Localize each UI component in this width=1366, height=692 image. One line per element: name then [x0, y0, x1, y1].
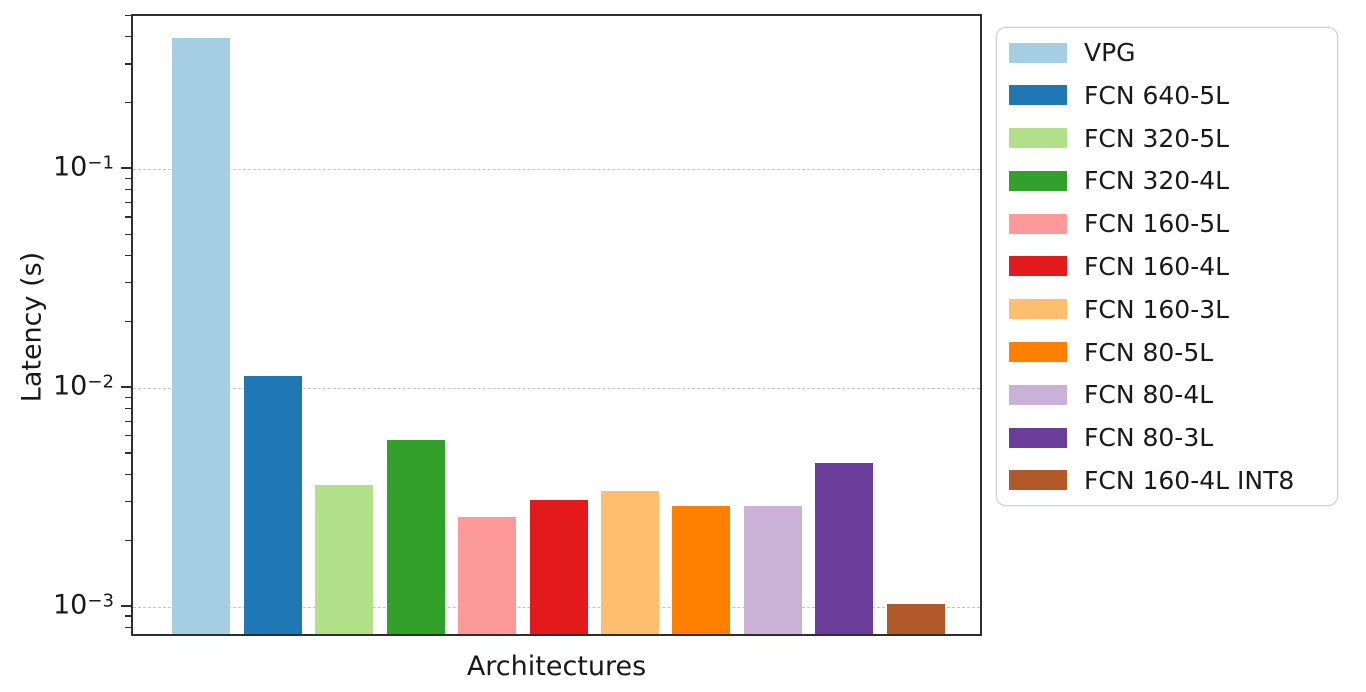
y-minor-tick: [125, 201, 131, 203]
y-major-tick: [121, 386, 131, 389]
bar-fcn-80-3l: [815, 463, 874, 634]
y-major-tick: [121, 167, 131, 170]
legend-row: VPG: [1009, 40, 1321, 65]
legend-row: FCN 320-4L: [1009, 168, 1321, 193]
y-minor-tick: [125, 473, 131, 475]
bar-vpg: [172, 38, 231, 634]
legend-swatch-icon: [1009, 170, 1067, 191]
legend-label: FCN 160-4L INT8: [1084, 465, 1295, 495]
y-tick-label: 10−2: [52, 370, 114, 402]
y-minor-tick: [125, 615, 131, 617]
legend-row: FCN 640-5L: [1009, 83, 1321, 108]
legend-label: FCN 320-5L: [1084, 123, 1230, 153]
legend-label: FCN 160-3L: [1084, 294, 1230, 324]
legend-label: FCN 160-5L: [1084, 209, 1230, 239]
bar-fcn-320-4l: [386, 440, 445, 634]
y-major-tick: [121, 605, 131, 608]
y-minor-tick: [125, 626, 131, 628]
legend-row: FCN 80-5L: [1009, 340, 1321, 365]
legend-row: FCN 160-4L: [1009, 254, 1321, 279]
y-axis-label: Latency (s): [16, 251, 48, 403]
gridline-1e-1: [133, 169, 980, 171]
bar-fcn-320-5l: [315, 485, 374, 634]
legend-row: FCN 80-4L: [1009, 382, 1321, 407]
bar-fcn-640-5l: [243, 376, 302, 634]
legend-row: FCN 80-3L: [1009, 425, 1321, 450]
legend-label: VPG: [1084, 38, 1136, 67]
legend-swatch-icon: [1009, 470, 1067, 491]
y-minor-tick: [125, 435, 131, 437]
legend-label: FCN 80-5L: [1084, 337, 1214, 367]
legend-swatch-icon: [1009, 213, 1067, 234]
bar-fcn-80-5l: [672, 506, 731, 634]
legend-row: FCN 160-4L INT8: [1009, 468, 1321, 493]
legend-row: FCN 160-5L: [1009, 211, 1321, 236]
y-minor-tick: [125, 282, 131, 284]
y-minor-tick: [125, 14, 131, 17]
y-minor-tick: [125, 216, 131, 218]
y-minor-tick: [125, 407, 131, 410]
legend-label: FCN 80-4L: [1084, 380, 1214, 410]
y-minor-tick: [125, 188, 131, 191]
y-minor-tick: [125, 420, 131, 422]
bar-fcn-80-4l: [743, 506, 802, 634]
legend-label: FCN 640-5L: [1084, 80, 1230, 110]
legend-swatch-icon: [1009, 42, 1067, 63]
plot-area: [131, 14, 982, 636]
y-minor-tick: [125, 396, 131, 398]
y-minor-tick: [125, 452, 131, 454]
legend-label: FCN 160-4L: [1084, 251, 1230, 281]
legend-label: FCN 320-4L: [1084, 166, 1230, 196]
bar-fcn-160-3l: [600, 490, 659, 634]
legend-swatch-icon: [1009, 427, 1067, 448]
bar-fcn-160-4l-int8: [886, 604, 945, 634]
legend-label: FCN 80-3L: [1084, 423, 1214, 453]
y-minor-tick: [125, 320, 131, 322]
legend-swatch-icon: [1009, 384, 1067, 405]
legend-row: FCN 320-5L: [1009, 126, 1321, 151]
y-minor-tick: [125, 539, 131, 541]
legend-swatch-icon: [1009, 342, 1067, 363]
y-minor-tick: [125, 501, 131, 503]
bar-fcn-160-4l: [529, 499, 588, 634]
bar-fcn-160-5l: [458, 516, 517, 634]
gridline-1e-2: [133, 388, 980, 390]
legend-swatch-icon: [1009, 128, 1067, 149]
x-axis-label: Architectures: [466, 651, 647, 682]
y-minor-tick: [125, 101, 131, 104]
legend: VPG FCN 640-5L FCN 320-5L FCN 320-4L FCN 160…: [996, 27, 1338, 506]
y-minor-tick: [125, 63, 131, 65]
y-tick-label: 10−3: [52, 589, 114, 621]
legend-swatch-icon: [1009, 299, 1067, 320]
legend-row: FCN 160-3L: [1009, 297, 1321, 322]
legend-swatch-icon: [1009, 85, 1067, 106]
y-minor-tick: [125, 233, 131, 235]
y-minor-tick: [125, 177, 131, 180]
y-minor-tick: [125, 254, 131, 257]
y-minor-tick: [125, 35, 131, 38]
y-tick-label: 10−1: [52, 151, 114, 183]
legend-swatch-icon: [1009, 256, 1067, 277]
